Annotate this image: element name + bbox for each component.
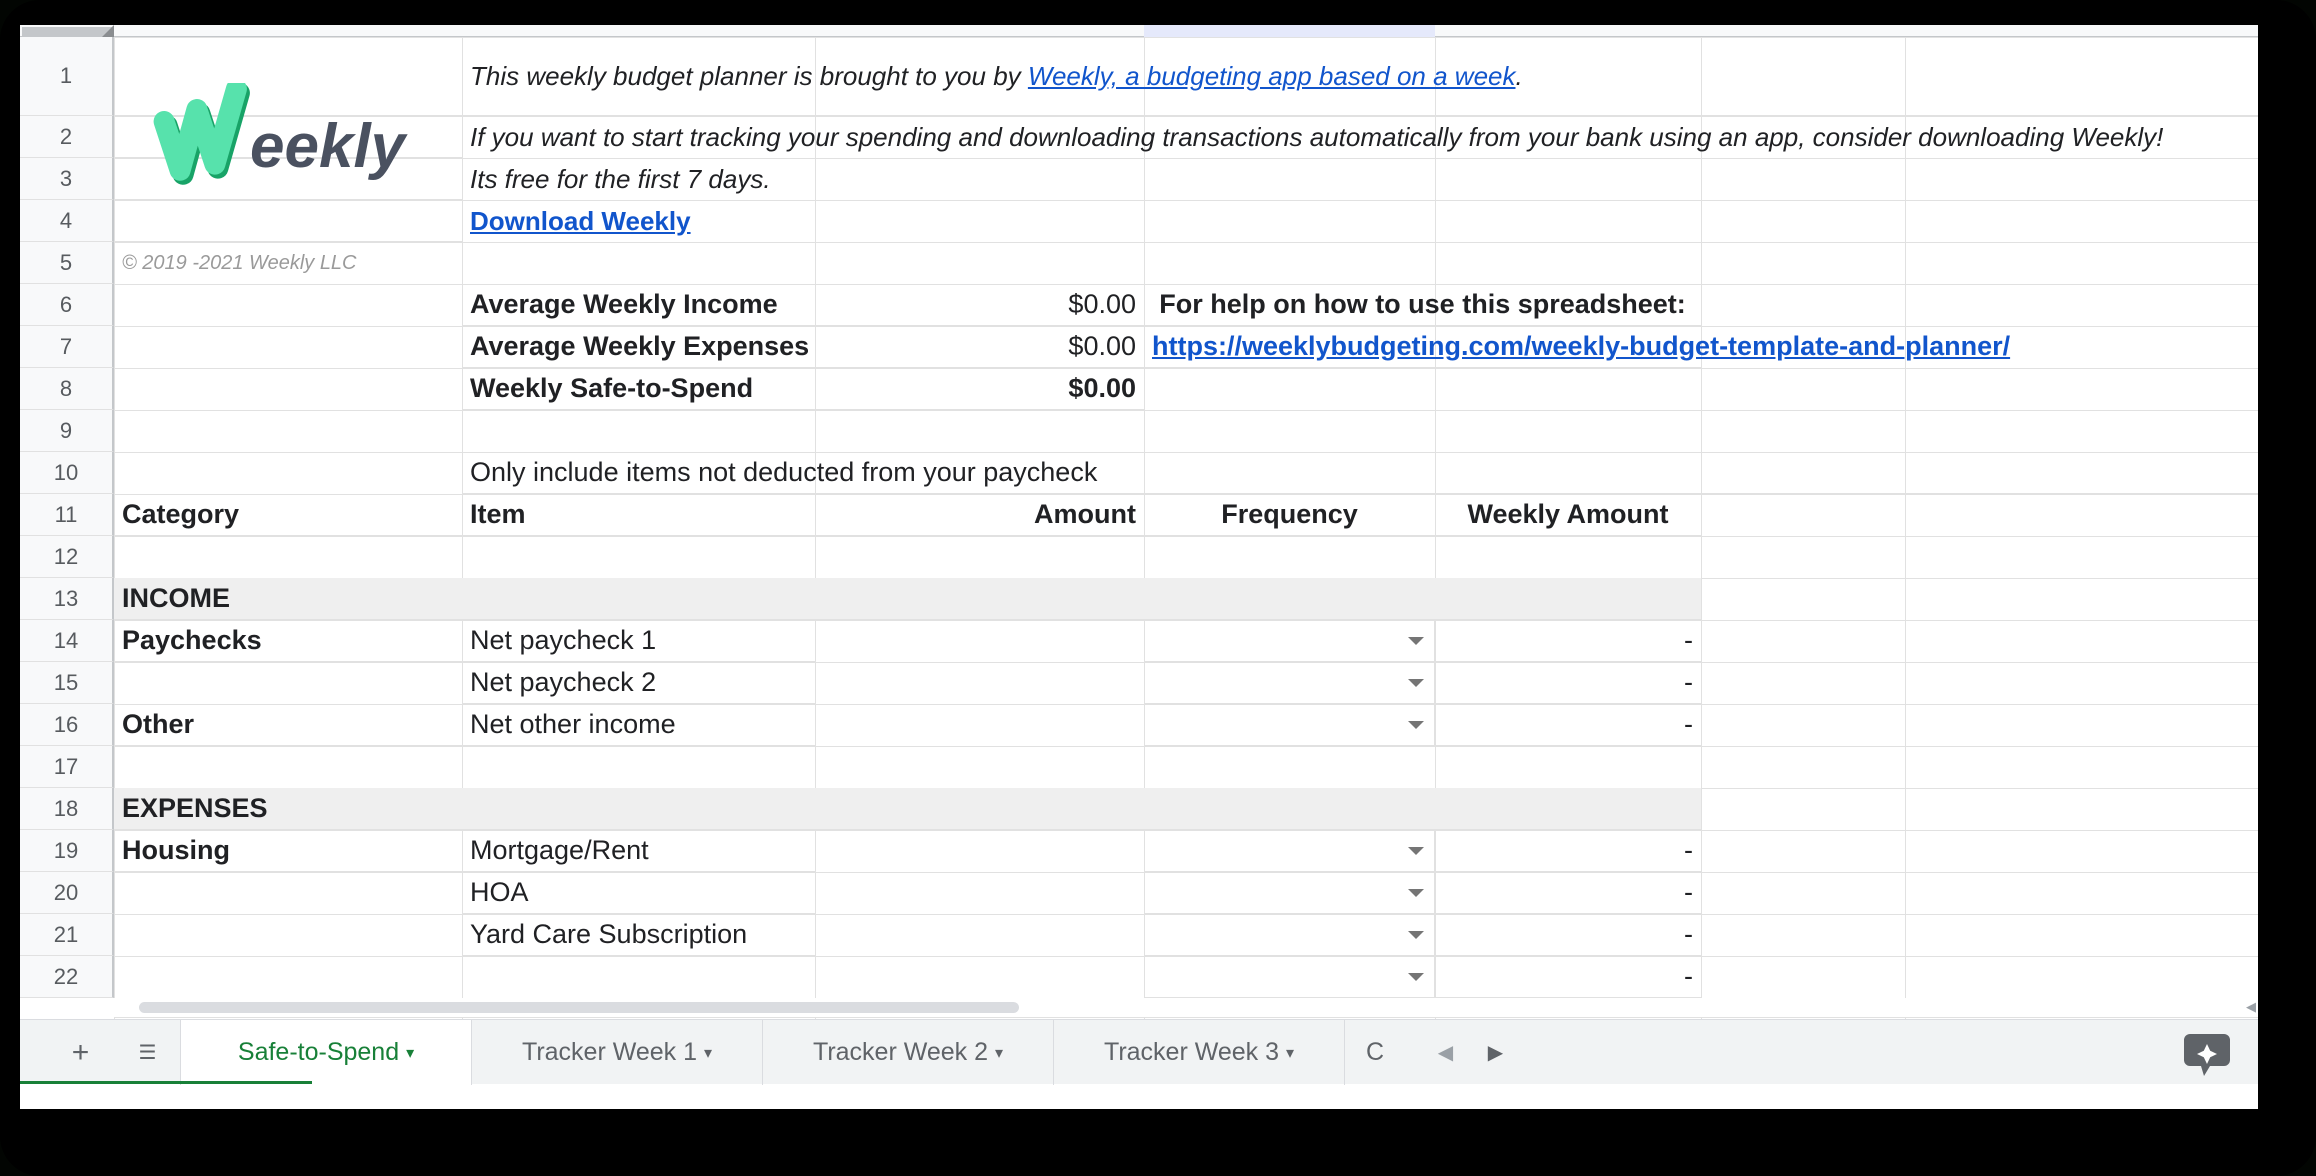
svg-text:eekly: eekly (250, 112, 409, 181)
